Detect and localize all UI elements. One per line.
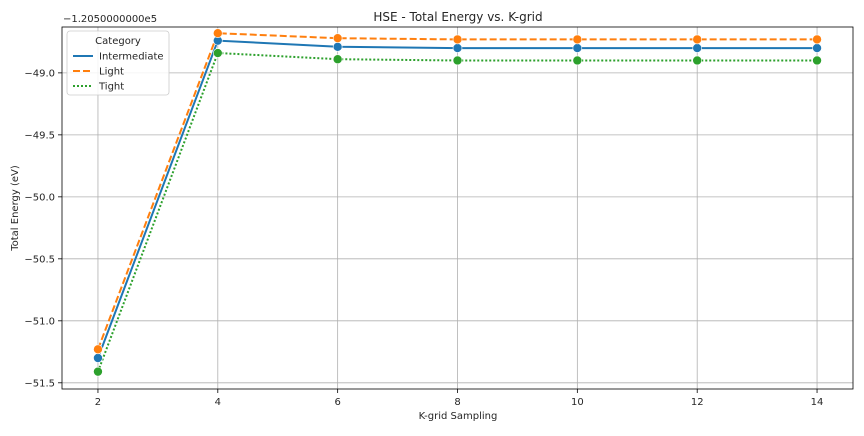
data-point-tight (812, 55, 822, 66)
x-tick-label: 8 (454, 397, 460, 408)
data-point-intermediate (692, 43, 702, 53)
x-tick-label: 6 (334, 397, 340, 408)
x-tick-label: 12 (691, 397, 704, 408)
legend-label-intermediate: Intermediate (99, 52, 164, 63)
data-point-light (213, 28, 223, 38)
x-tick-label: 14 (811, 397, 824, 408)
data-point-tight (692, 55, 702, 66)
data-point-intermediate (452, 43, 463, 53)
data-point-light (93, 344, 103, 355)
legend: Category Intermediate Light Tight (66, 30, 170, 96)
data-point-light (692, 34, 702, 45)
chart-title: HSE - Total Energy vs. K-grid (373, 10, 542, 24)
data-point-light (452, 34, 463, 45)
data-point-intermediate (332, 42, 343, 52)
y-tick-label: −50.5 (24, 254, 55, 265)
y-offset-label: −1.2050000000e5 (63, 14, 157, 25)
y-tick-label: −50.0 (24, 192, 55, 203)
data-point-tight (332, 54, 343, 65)
legend-title: Category (95, 36, 141, 47)
data-point-tight (572, 55, 583, 66)
data-point-light (812, 34, 822, 45)
y-tick-label: −51.0 (24, 316, 55, 327)
data-point-intermediate (812, 43, 822, 53)
y-tick-label: −49.0 (24, 68, 55, 79)
y-tick-label: −49.5 (24, 130, 55, 141)
x-axis-label: K-grid Sampling (419, 411, 498, 422)
x-tick-label: 2 (95, 397, 101, 408)
x-tick-label: 10 (571, 397, 584, 408)
data-point-intermediate (572, 43, 583, 53)
data-point-tight (93, 366, 103, 377)
data-point-tight (452, 55, 463, 66)
legend-box (66, 30, 170, 96)
data-point-light (572, 34, 583, 45)
data-point-tight (213, 48, 223, 58)
x-tick-label: 4 (215, 397, 221, 408)
grid-lines (62, 27, 853, 389)
legend-label-light: Light (99, 67, 124, 78)
axis-ticks: 2 4 6 8 10 12 14 −49.0 −49.5 −50.0 −50.5 −51.0 −51.5 (24, 68, 823, 408)
y-axis-label: Total Energy (eV) (10, 165, 21, 252)
data-point-light (332, 33, 343, 43)
legend-label-tight: Tight (98, 82, 124, 93)
data-point-intermediate (93, 353, 103, 363)
y-tick-label: −51.5 (24, 378, 55, 389)
series-markers (93, 28, 822, 377)
